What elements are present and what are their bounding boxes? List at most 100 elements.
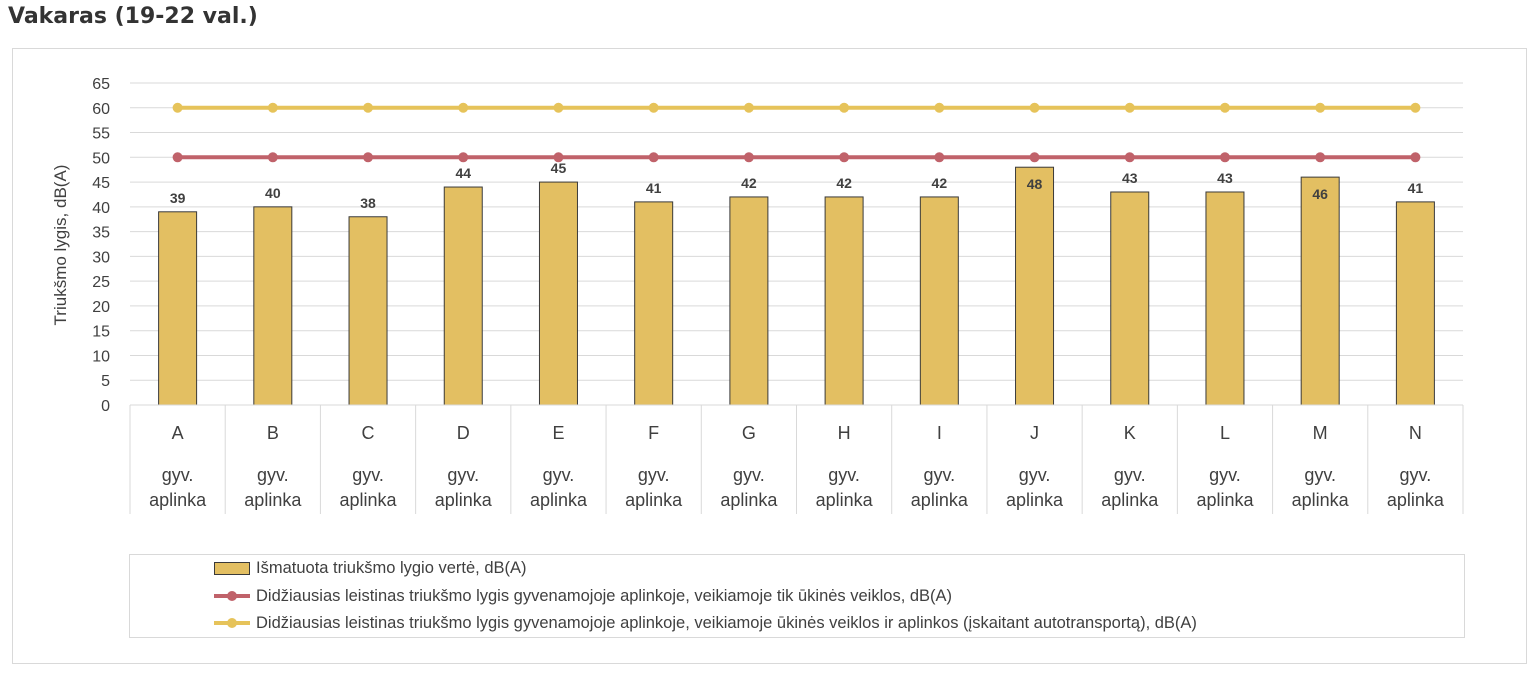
x-category-sublabel: gyv. (543, 465, 575, 485)
x-category-sublabel: aplinka (1387, 490, 1445, 510)
bar (1205, 191, 1245, 406)
y-tick-label: 40 (92, 200, 110, 217)
legend-label-limit-50: Didžiausias leistinas triukšmo lygis gyv… (256, 586, 953, 605)
bar (1015, 166, 1055, 406)
data-label: 43 (1122, 170, 1138, 186)
y-tick-label: 15 (92, 324, 110, 341)
x-category-label: N (1409, 423, 1422, 443)
x-category-sublabel: aplinka (911, 490, 969, 510)
chart-legend: Išmatuota triukšmo lygio vertė, dB(A) Di… (129, 554, 1465, 638)
limit-marker (839, 152, 850, 163)
bar (634, 201, 674, 406)
limit-marker (648, 152, 659, 163)
y-tick-label: 5 (101, 373, 110, 390)
data-label: 46 (1312, 186, 1328, 202)
data-label: 41 (646, 180, 662, 196)
legend-label-measured: Išmatuota triukšmo lygio vertė, dB(A) (256, 558, 527, 577)
bars (158, 166, 1435, 406)
limit-marker (553, 152, 564, 163)
x-category-sublabel: aplinka (149, 490, 207, 510)
x-category-label: L (1220, 423, 1230, 443)
data-labels: 39 40 38 44 45 41 42 42 42 48 43 43 46 41 (170, 160, 1424, 211)
x-category-sublabel: aplinka (244, 490, 302, 510)
x-category-sublabel: aplinka (530, 490, 588, 510)
x-category-sublabel: gyv. (1019, 465, 1051, 485)
bar (1300, 176, 1340, 406)
data-label: 38 (360, 195, 376, 211)
x-category-sublabel: aplinka (816, 490, 874, 510)
x-category-label: I (937, 423, 942, 443)
limit-marker (267, 102, 278, 113)
x-category-label: H (838, 423, 851, 443)
limit-marker (1029, 152, 1040, 163)
x-category-sublabel: aplinka (720, 490, 778, 510)
legend-bar-swatch (214, 561, 250, 575)
x-category-label: E (552, 423, 564, 443)
x-category-sublabel: aplinka (340, 490, 398, 510)
y-tick-label: 35 (92, 225, 110, 242)
x-category-sublabel: gyv. (923, 465, 955, 485)
data-label: 39 (170, 190, 186, 206)
data-label: 41 (1408, 180, 1424, 196)
x-category-sublabel: aplinka (625, 490, 683, 510)
legend-red-line-swatch (214, 589, 250, 603)
x-category-label: J (1030, 423, 1039, 443)
x-category-sublabel: gyv. (1209, 465, 1241, 485)
bar (253, 206, 293, 406)
legend-item-limit-60: Didžiausias leistinas triukšmo lygis gyv… (214, 610, 1197, 636)
page-title: Vakaras (19-22 val.) (8, 4, 258, 29)
limit-marker (1029, 102, 1040, 113)
x-category-sublabel: gyv. (1114, 465, 1146, 485)
x-category-sublabel: gyv. (1400, 465, 1432, 485)
limit-marker (1315, 102, 1326, 113)
limit-marker (458, 152, 469, 163)
data-label: 42 (932, 175, 948, 191)
x-category-sublabel: gyv. (162, 465, 194, 485)
limit-marker (363, 152, 374, 163)
limit-marker (1219, 102, 1230, 113)
data-label: 42 (741, 175, 757, 191)
legend-item-limit-50: Didžiausias leistinas triukšmo lygis gyv… (214, 583, 952, 609)
x-category-label: B (267, 423, 279, 443)
x-category-label: M (1313, 423, 1328, 443)
bar (1395, 201, 1435, 406)
limit-marker (839, 102, 850, 113)
y-axis-label: Triukšmo lygis, dB(A) (51, 165, 70, 326)
y-tick-label: 50 (92, 150, 110, 167)
x-category-label: C (362, 423, 375, 443)
x-category-sublabel: gyv. (257, 465, 289, 485)
y-tick-label: 45 (92, 175, 110, 192)
bar (443, 186, 483, 406)
x-category-sublabel: gyv. (733, 465, 765, 485)
y-tick-label: 30 (92, 249, 110, 266)
bar (919, 196, 959, 406)
x-category-sublabel: aplinka (1006, 490, 1064, 510)
y-tick-label: 60 (92, 101, 110, 118)
grid-lines (130, 82, 1463, 406)
data-label: 40 (265, 185, 281, 201)
data-label: 45 (551, 160, 567, 176)
limit-marker (363, 102, 374, 113)
data-label: 48 (1027, 176, 1043, 192)
limit-marker (458, 102, 469, 113)
y-tick-label: 0 (101, 398, 110, 415)
limit-marker (648, 102, 659, 113)
limit-marker (743, 152, 754, 163)
legend-item-measured: Išmatuota triukšmo lygio vertė, dB(A) (214, 555, 527, 581)
x-category-label: D (457, 423, 470, 443)
y-tick-label: 20 (92, 299, 110, 316)
bar (1110, 191, 1150, 406)
limit-marker (267, 152, 278, 163)
limit-lines (172, 102, 1421, 163)
y-tick-label: 65 (92, 76, 110, 93)
limit-marker (172, 152, 183, 163)
y-tick-label: 55 (92, 126, 110, 143)
x-category-sublabel: gyv. (638, 465, 670, 485)
y-tick-label: 25 (92, 274, 110, 291)
x-category-sublabel: gyv. (828, 465, 860, 485)
x-category-label: K (1124, 423, 1136, 443)
bar (158, 211, 198, 406)
x-category-label: F (648, 423, 659, 443)
limit-marker (1124, 152, 1135, 163)
